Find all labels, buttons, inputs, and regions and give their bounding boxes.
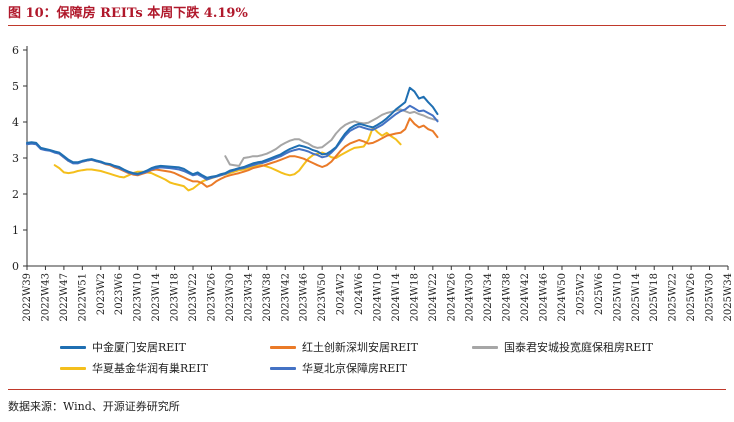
series-line [26,86,439,179]
x-tick-label: 2023W34 [243,273,254,321]
legend-label: 国泰君安城投宽庭保租房REIT [504,341,653,354]
legend-swatch [60,366,86,370]
legend-item: 华夏北京保障房REIT [270,360,407,376]
x-tick-label: 2023W30 [225,273,236,321]
x-tick-label: 2024W42 [520,273,531,321]
x-tick-label: 2025W34 [723,273,734,321]
x-tick-label: 2024W30 [465,273,476,321]
x-tick-label: 2024W38 [502,273,513,321]
x-tick-label: 2025W6 [594,273,605,315]
y-tick-label: 3 [12,152,19,165]
legend-label: 华夏基金华润有巢REIT [92,362,208,375]
y-tick-label: 5 [12,80,19,93]
x-tick-label: 2023W2 [96,273,107,315]
y-tick-label: 1 [12,224,19,237]
x-tick-label: 2023W6 [114,273,125,315]
y-tick-label: 2 [12,188,19,201]
x-tick-label: 2024W46 [539,273,550,321]
legend-label: 华夏北京保障房REIT [302,362,407,375]
legend-swatch [472,345,498,349]
x-tick-labels: 2022W39 2022W43 2022W47 2022W51 2023W2 2023W6… [22,273,734,321]
series-lines [26,86,439,192]
x-tick-label: 2025W26 [686,273,697,321]
legend-label: 红土创新深圳安居REIT [302,341,418,354]
x-tick-label: 2024W22 [428,273,439,321]
x-tick-label: 2023W26 [206,273,217,321]
y-tick-label: 0 [12,260,19,273]
x-tick-label: 2025W14 [631,273,642,321]
source-note: 数据来源：Wind、开源证券研究所 [8,400,180,413]
x-tick-label: 2023W38 [262,273,273,321]
x-tick-label: 2022W39 [22,273,33,321]
legend-item: 华夏基金华润有巢REIT [60,360,208,376]
x-tick-label: 2023W46 [299,273,310,321]
axes [23,46,729,270]
y-tick-label: 6 [12,44,19,57]
legend-item: 中金厦门安居REIT [60,339,186,355]
x-tick-label: 2022W47 [59,273,70,321]
legend-swatch [270,366,296,370]
x-tick-label: 2024W10 [373,273,384,321]
legend-item: 国泰君安城投宽庭保租房REIT [472,339,653,355]
x-tick-label: 2022W43 [40,273,51,321]
legend-label: 中金厦门安居REIT [92,341,186,354]
x-tick-label: 2022W51 [77,273,88,321]
x-tick-label: 2024W2 [336,273,347,315]
legend-item: 红土创新深圳安居REIT [270,339,418,355]
chart-title: 图 10：保障房 REITs 本周下跌 4.19% [8,6,248,21]
x-tick-label: 2024W6 [354,273,365,315]
x-tick-label: 2025W10 [612,273,623,321]
y-tick-label: 4 [12,116,19,129]
x-tick-label: 2024W14 [391,273,402,321]
x-tick-label: 2023W10 [133,273,144,321]
x-tick-label: 2025W22 [668,273,679,321]
x-tick-label: 2024W18 [409,273,420,321]
x-tick-label: 2025W30 [705,273,716,321]
x-tick-label: 2025W18 [649,273,660,321]
title-divider [8,25,726,26]
x-tick-label: 2023W50 [317,273,328,321]
source-divider [8,389,726,390]
x-tick-label: 2024W50 [557,273,568,321]
x-tick-label: 2023W14 [151,273,162,321]
legend-swatch [270,345,296,349]
legend-swatch [60,345,86,349]
y-tick-labels: 0 1 2 3 4 5 6 [12,44,19,273]
x-tick-label: 2023W22 [188,273,199,321]
x-tick-label: 2023W42 [280,273,291,321]
x-tick-label: 2024W26 [446,273,457,321]
x-tick-label: 2025W2 [575,273,586,315]
x-tick-label: 2023W18 [170,273,181,321]
x-tick-label: 2024W34 [483,273,494,321]
